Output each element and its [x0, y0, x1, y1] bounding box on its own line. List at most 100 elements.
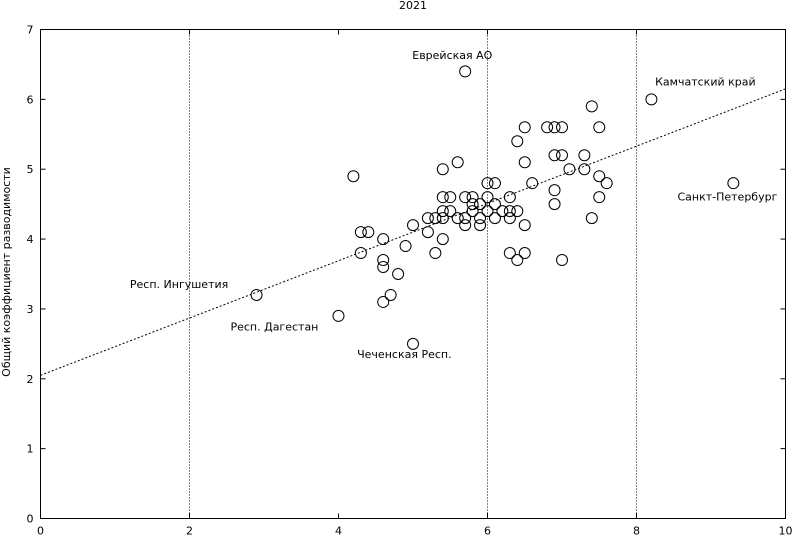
data-point [556, 121, 568, 134]
data-point [466, 205, 479, 218]
data-point [377, 261, 390, 274]
y-tick-label: 7 [27, 24, 34, 37]
data-point [436, 233, 449, 246]
y-tick-label: 2 [27, 373, 34, 386]
data-point [459, 219, 472, 232]
data-point [429, 212, 442, 225]
point-annotation: Респ. Ингушетия [130, 278, 228, 291]
data-point [481, 205, 494, 218]
y-tick-label: 4 [27, 233, 34, 246]
data-point [488, 198, 501, 211]
y-tick-label: 3 [27, 303, 34, 316]
chart-title: 2021 [399, 0, 427, 12]
data-point [436, 205, 449, 218]
data-point [377, 233, 390, 246]
y-tick-label: 0 [27, 513, 34, 526]
data-point [474, 198, 487, 211]
data-point [511, 205, 524, 218]
point-annotation: Чеченская Респ. [357, 348, 451, 361]
data-point [548, 198, 561, 211]
x-tick-label: 2 [186, 525, 193, 538]
x-tick-label: 6 [484, 525, 491, 538]
annotation-layer: Еврейская АО Камчатский край Санкт-Петербу… [130, 49, 778, 361]
data-point [392, 268, 405, 280]
data-point [585, 212, 598, 225]
point-layer [250, 65, 740, 350]
data-point [354, 247, 367, 260]
data-point [548, 121, 561, 134]
data-point [377, 254, 390, 267]
data-point [563, 163, 576, 176]
data-point [444, 205, 457, 218]
data-point [481, 177, 494, 190]
data-point [526, 177, 539, 190]
tick-layer: 0 2 4 6 8 10 0 1 2 3 4 5 6 7 [27, 24, 793, 538]
data-point [556, 254, 568, 267]
y-tick-label: 1 [27, 443, 34, 456]
point-annotation: Респ. Дагестан [230, 321, 318, 334]
data-point [377, 295, 390, 308]
data-point [518, 156, 531, 169]
data-point [429, 247, 442, 260]
point-annotation: Еврейская АО [412, 49, 492, 62]
data-point [518, 121, 531, 134]
data-point [459, 65, 472, 78]
data-point [578, 149, 591, 162]
data-point [407, 219, 419, 232]
point-annotation: Камчатский край [655, 75, 756, 88]
data-point [578, 163, 591, 176]
data-point [451, 156, 464, 169]
data-point [354, 226, 367, 239]
data-point [466, 191, 479, 204]
data-point [421, 226, 434, 239]
data-point [556, 149, 568, 162]
y-tick-label: 6 [27, 93, 34, 106]
x-tick-label: 0 [37, 525, 44, 538]
data-point [548, 149, 561, 162]
plot-frame [40, 29, 786, 519]
data-point [503, 191, 516, 204]
data-point [250, 288, 263, 301]
data-point [511, 135, 524, 148]
data-point [436, 191, 449, 204]
data-point [421, 212, 434, 225]
data-point [600, 177, 613, 190]
data-point [488, 177, 501, 190]
data-point [511, 254, 524, 267]
data-point [503, 212, 516, 225]
grid-layer [189, 29, 637, 519]
x-tick-label: 8 [633, 525, 640, 538]
data-point [451, 212, 464, 225]
data-point [518, 219, 531, 232]
data-point [459, 191, 472, 204]
data-point [496, 205, 509, 218]
y-tick-label: 5 [27, 163, 34, 176]
data-point [474, 219, 487, 232]
trend-layer [40, 88, 786, 376]
data-point [503, 205, 516, 218]
data-point [466, 198, 479, 211]
data-point [399, 240, 412, 253]
point-annotation: Санкт-Петербург [677, 191, 777, 204]
x-tick-label: 10 [779, 525, 793, 538]
data-point [481, 191, 494, 204]
x-tick-label: 4 [335, 525, 342, 538]
data-point [384, 288, 397, 301]
data-point [347, 170, 360, 183]
data-point [518, 247, 531, 260]
data-point [548, 184, 561, 197]
y-axis-label: Общий коэффициент разводимости [0, 167, 13, 377]
data-point [503, 247, 516, 260]
data-point [593, 191, 606, 204]
data-point [444, 191, 457, 204]
data-point [332, 309, 345, 322]
trend-line [40, 88, 786, 376]
data-point [593, 170, 606, 183]
data-point [474, 212, 487, 225]
data-point [593, 121, 606, 134]
data-point [541, 121, 554, 134]
data-point [459, 212, 472, 225]
data-point [488, 212, 501, 225]
data-point [362, 226, 375, 239]
